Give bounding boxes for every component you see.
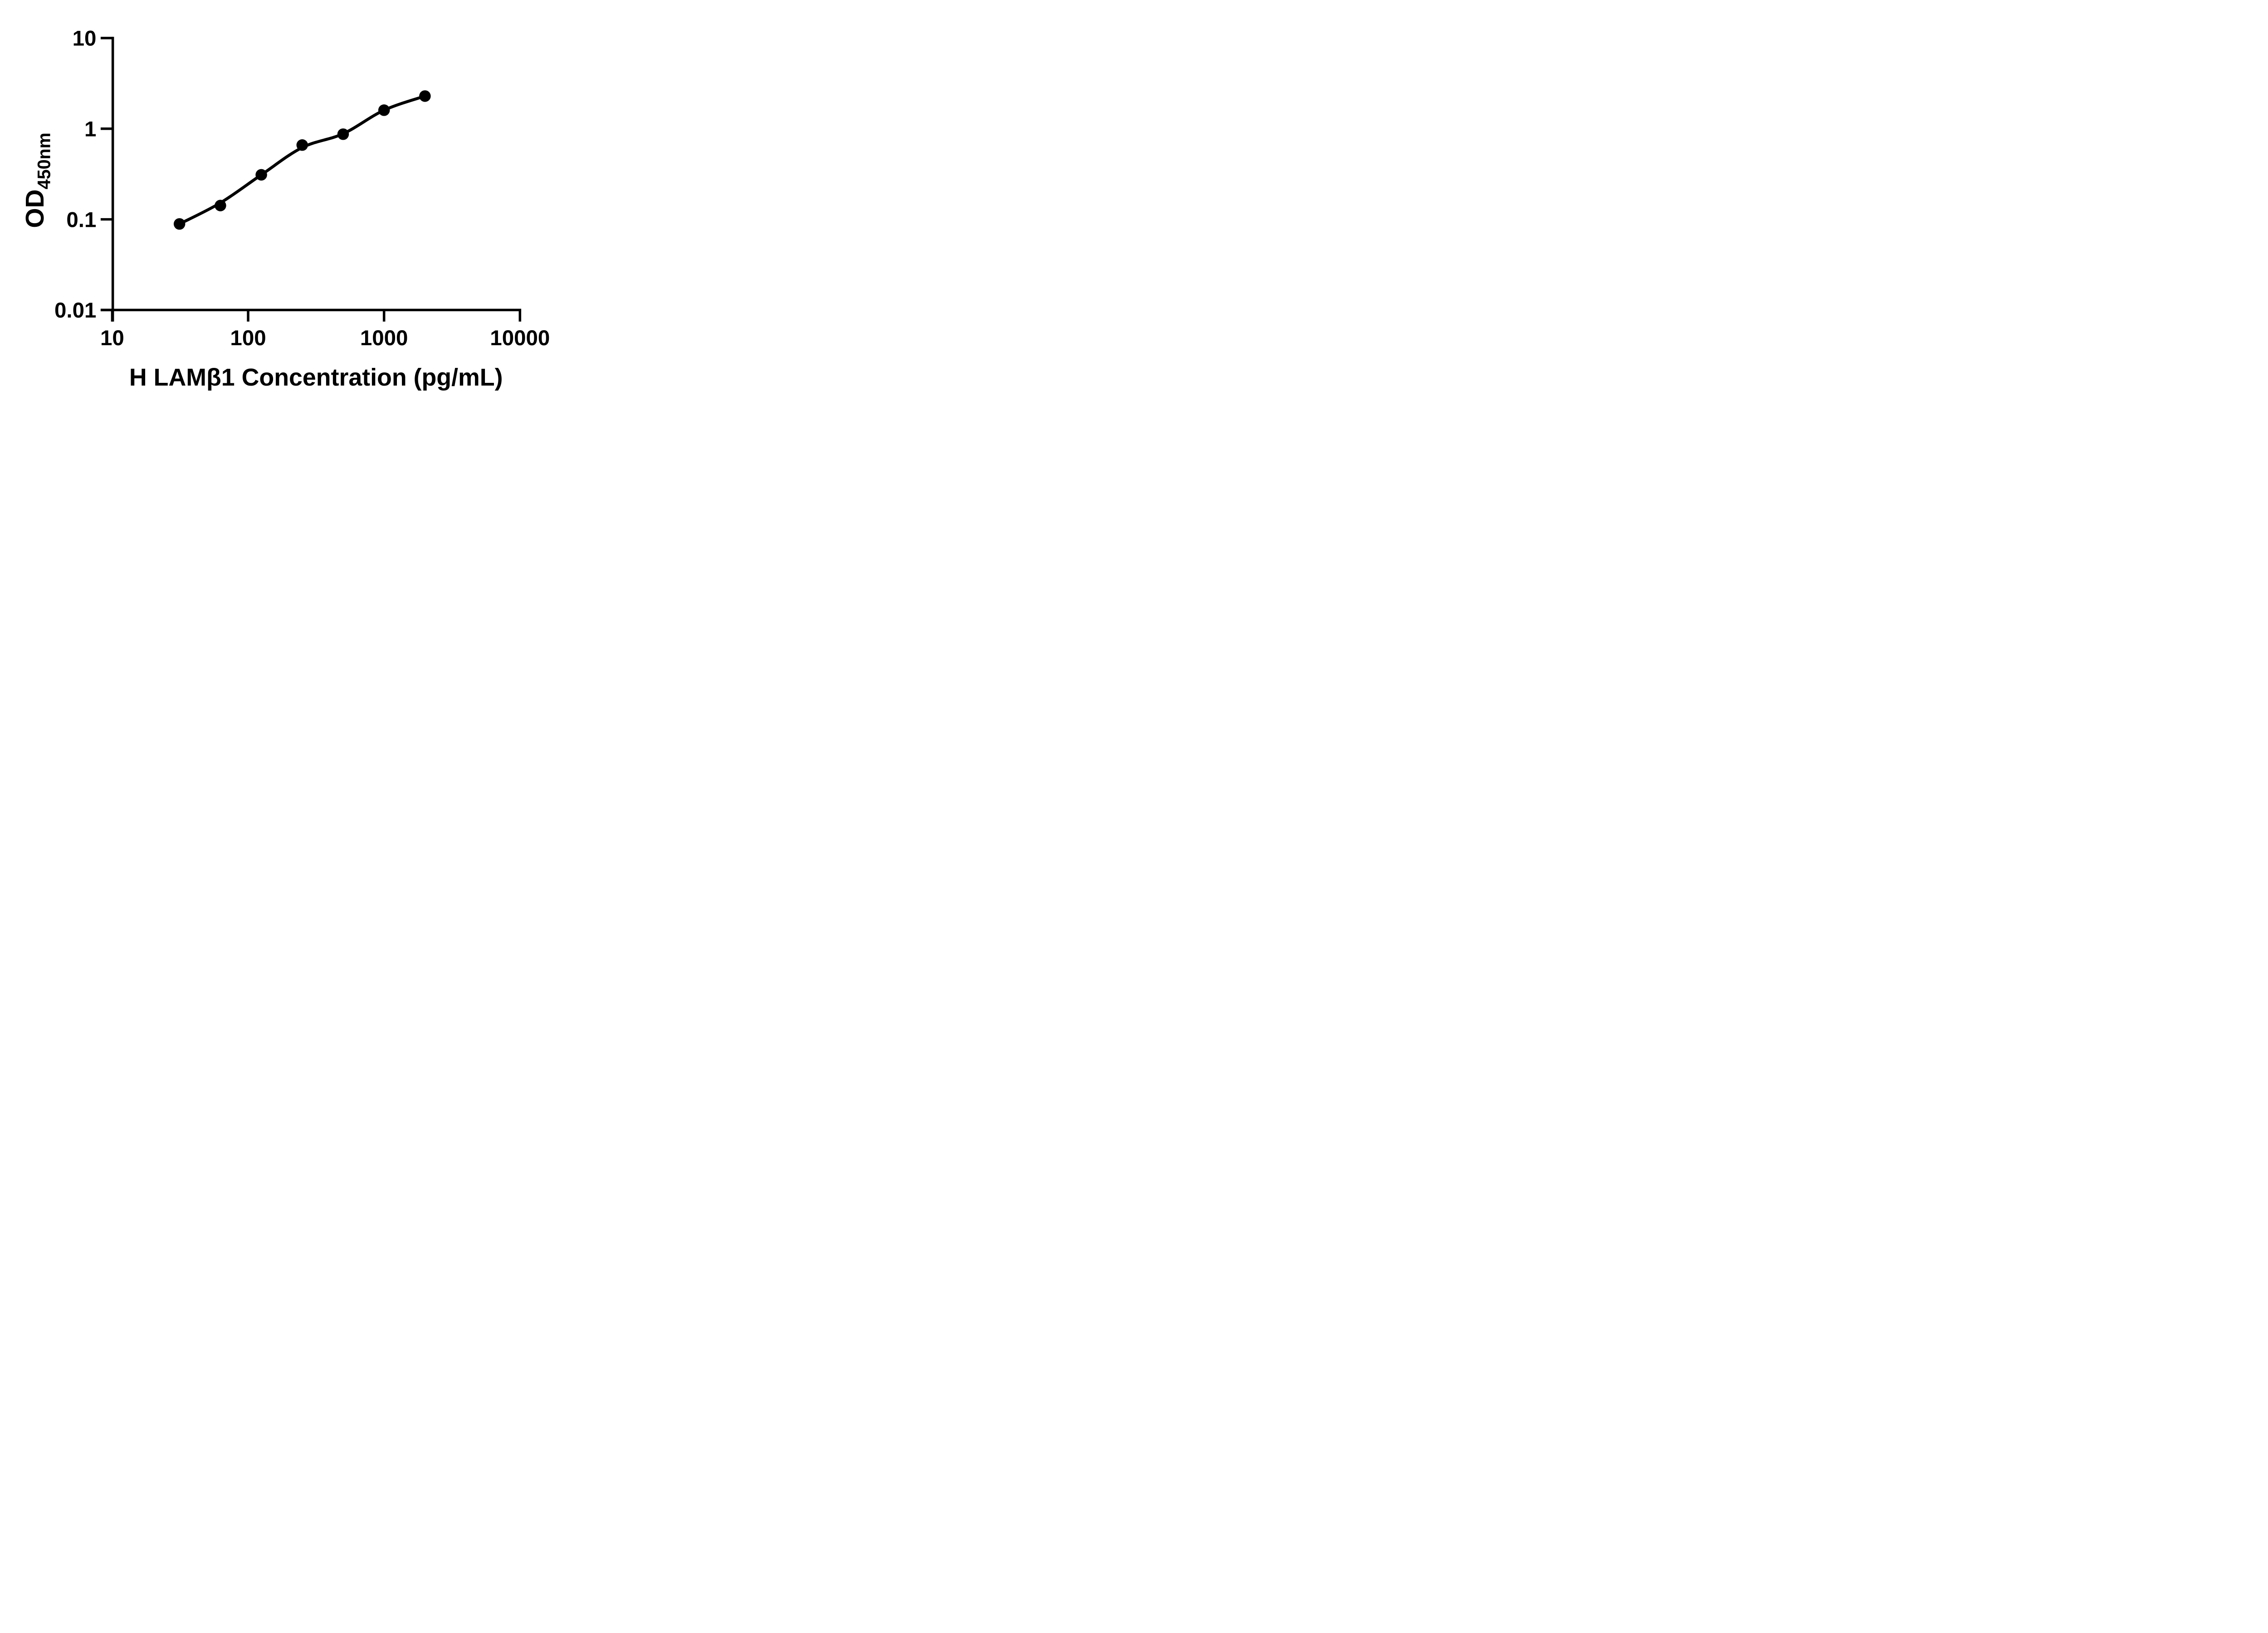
y-ticks [100,37,113,312]
y-axis-title: OD450nm [20,132,54,228]
standard-curve-figure: 10 1 0.1 0.01 10 100 1000 10000 H LAMβ1 Concen… [0,0,583,408]
axes: 10 1 0.1 0.01 10 100 1000 10000 [54,27,550,350]
standard-curve-chart: 10 1 0.1 0.01 10 100 1000 10000 H LAMβ1 Concen… [0,0,583,408]
x-ticks [111,310,522,322]
data-point [255,169,267,181]
x-tick-label: 10 [100,326,124,350]
y-axis-title-subscript: 450nm [34,132,54,189]
y-tick-label: 0.1 [66,208,96,232]
y-tick-label: 0.01 [54,298,96,323]
x-axis-title: H LAMβ1 Concentration (pg/mL) [129,364,503,391]
x-tick-label: 10000 [490,326,550,350]
data-point [419,90,431,102]
y-tick-labels: 10 1 0.1 0.01 [54,27,96,323]
data-point [173,218,186,230]
data-point [296,139,308,151]
y-tick-label: 1 [84,117,96,141]
x-tick-label: 1000 [360,326,408,350]
data-point [215,200,226,211]
data-point [378,104,390,116]
data-points [173,90,431,230]
x-tick-labels: 10 100 1000 10000 [100,326,550,350]
y-axis-title-main: OD [20,189,49,228]
x-tick-label: 100 [230,326,266,350]
data-point [337,128,349,140]
y-tick-label: 10 [73,27,97,51]
